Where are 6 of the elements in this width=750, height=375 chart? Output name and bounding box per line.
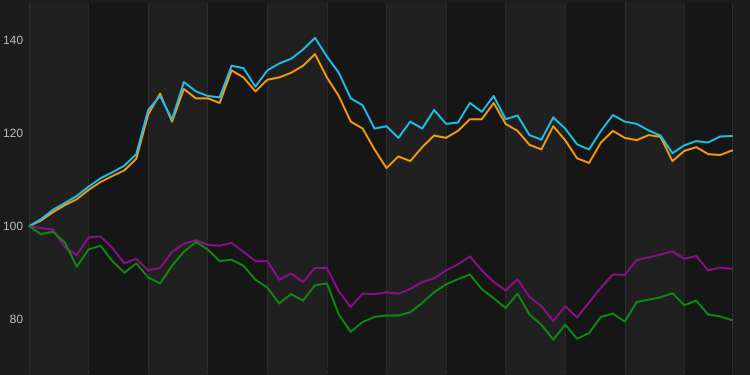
line-series [28, 225, 733, 341]
y-tick-label: 80 [10, 312, 24, 326]
y-tick-label: 140 [2, 33, 24, 48]
line-series [28, 225, 733, 322]
y-tick-label: 120 [2, 126, 24, 140]
y-tick-label: 100 [2, 219, 24, 234]
